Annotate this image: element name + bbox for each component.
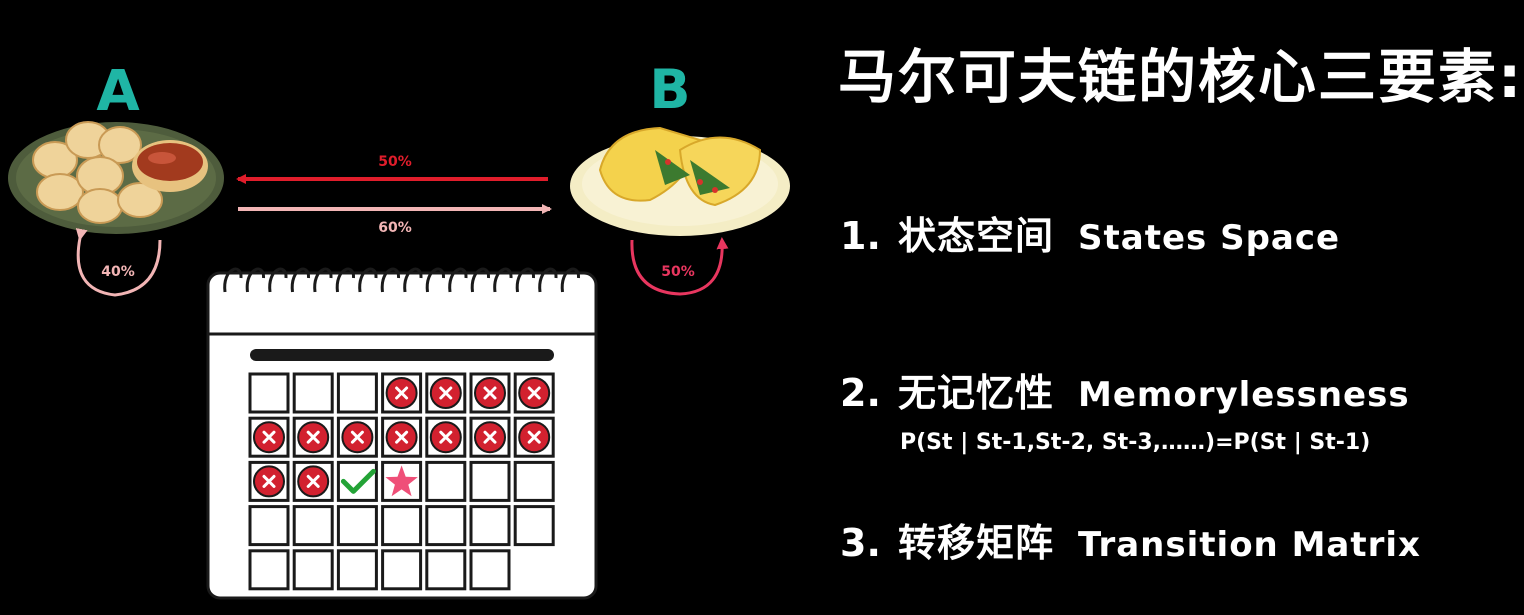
calendar-day-cell — [292, 460, 334, 502]
x-mark-cross — [527, 386, 541, 400]
x-mark-cross — [483, 430, 497, 444]
calendar-day-cell — [425, 460, 467, 502]
calendar-ring — [335, 267, 356, 293]
item-1-number: 1. — [840, 214, 881, 258]
item-2-number: 2. — [840, 371, 881, 415]
element-item-1: 1. 状态空间 States Space — [840, 205, 1340, 260]
x-mark-cross — [439, 430, 453, 444]
omelette-plate-illustration — [570, 126, 790, 236]
calendar-day-cell — [292, 416, 334, 458]
calendar-day-cell — [513, 505, 555, 547]
item-1-english: States Space — [1078, 218, 1341, 258]
calendar-day-cell — [513, 372, 555, 414]
calendar-day-cell — [513, 460, 555, 502]
calendar-ring — [268, 267, 288, 293]
self-loop-a — [75, 228, 162, 297]
x-mark-cross — [262, 474, 276, 488]
item-1-chinese: 状态空间 — [898, 214, 1055, 258]
calendar-day-cell — [248, 505, 290, 547]
calendar-grid — [248, 372, 555, 591]
x-mark-cross — [306, 474, 320, 488]
calendar-ring — [403, 267, 423, 293]
calendar-ring — [560, 267, 581, 293]
x-mark-cross — [439, 386, 453, 400]
element-item-3: 3. 转移矩阵 Transition Matrix — [840, 512, 1421, 567]
calendar-illustration — [206, 267, 598, 600]
calendar-ring — [538, 267, 558, 293]
item-2-chinese: 无记忆性 — [898, 371, 1055, 415]
prob-b-self: 50% — [661, 264, 695, 280]
x-mark-cross — [262, 430, 276, 444]
calendar-ring — [313, 267, 333, 293]
state-b-label: B — [649, 58, 690, 121]
calendar-day-cell — [425, 372, 467, 414]
item-3-chinese: 转移矩阵 — [898, 521, 1055, 565]
calendar-ring — [493, 267, 513, 293]
calendar-day-cell — [248, 460, 290, 502]
dumplings-plate-illustration — [8, 121, 224, 234]
calendar-ring — [380, 267, 401, 293]
item-3-number: 3. — [840, 521, 881, 565]
calendar-day-cell — [469, 460, 511, 502]
calendar-day-cell — [248, 549, 290, 591]
calendar-day-cell — [425, 549, 467, 591]
x-mark-cross — [483, 386, 497, 400]
calendar-ring — [425, 267, 446, 293]
calendar-day-cell — [381, 505, 423, 547]
calendar-day-cell — [381, 372, 423, 414]
self-loop-b — [630, 237, 729, 296]
calendar-day-cell — [248, 372, 290, 414]
calendar-ring — [223, 267, 243, 293]
markov-formula: P(St | St-1,St-2, St-3,……)=P(St | St-1) — [900, 430, 1371, 455]
calendar-day-cell — [469, 416, 511, 458]
calendar-rings — [223, 267, 581, 293]
markov-diagram: A B 50% 60% 40% — [8, 58, 790, 600]
calendar-ring — [358, 267, 378, 293]
calendar-day-cell — [292, 549, 334, 591]
calendar-day-cell — [425, 505, 467, 547]
calendar-day-cell — [292, 505, 334, 547]
star-icon — [385, 465, 418, 497]
prob-a-to-b: 60% — [378, 220, 412, 236]
calendar-ring — [470, 267, 491, 293]
element-item-2: 2. 无记忆性 Memorylessness — [840, 362, 1410, 417]
calendar-ring — [245, 267, 266, 293]
x-mark-cross — [306, 430, 320, 444]
calendar-day-cell — [336, 549, 378, 591]
prob-a-self: 40% — [101, 264, 135, 280]
calendar-day-cell — [469, 505, 511, 547]
calendar-day-cell — [425, 416, 467, 458]
calendar-ring — [290, 267, 311, 293]
calendar-day-cell — [469, 372, 511, 414]
page-title: 马尔可夫链的核心三要素: — [838, 43, 1524, 111]
calendar-day-cell — [336, 372, 378, 414]
calendar-ring — [515, 267, 536, 293]
item-2-english: Memorylessness — [1078, 375, 1410, 415]
checkmark-icon — [340, 468, 376, 494]
x-mark-cross — [350, 430, 364, 444]
calendar-day-cell — [381, 460, 423, 502]
calendar-day-cell — [336, 505, 378, 547]
calendar-day-cell — [336, 416, 378, 458]
calendar-day-cell — [336, 460, 378, 502]
calendar-day-cell — [292, 372, 334, 414]
prob-b-to-a: 50% — [378, 154, 412, 170]
calendar-ring — [448, 267, 468, 293]
x-mark-cross — [395, 386, 409, 400]
calendar-day-cell — [469, 549, 511, 591]
x-mark-cross — [527, 430, 541, 444]
item-3-english: Transition Matrix — [1078, 525, 1421, 565]
calendar-day-cell — [248, 416, 290, 458]
x-mark-cross — [395, 430, 409, 444]
calendar-day-cell — [381, 549, 423, 591]
calendar-day-cell — [513, 416, 555, 458]
calendar-day-cell — [381, 416, 423, 458]
state-a-label: A — [96, 59, 140, 124]
